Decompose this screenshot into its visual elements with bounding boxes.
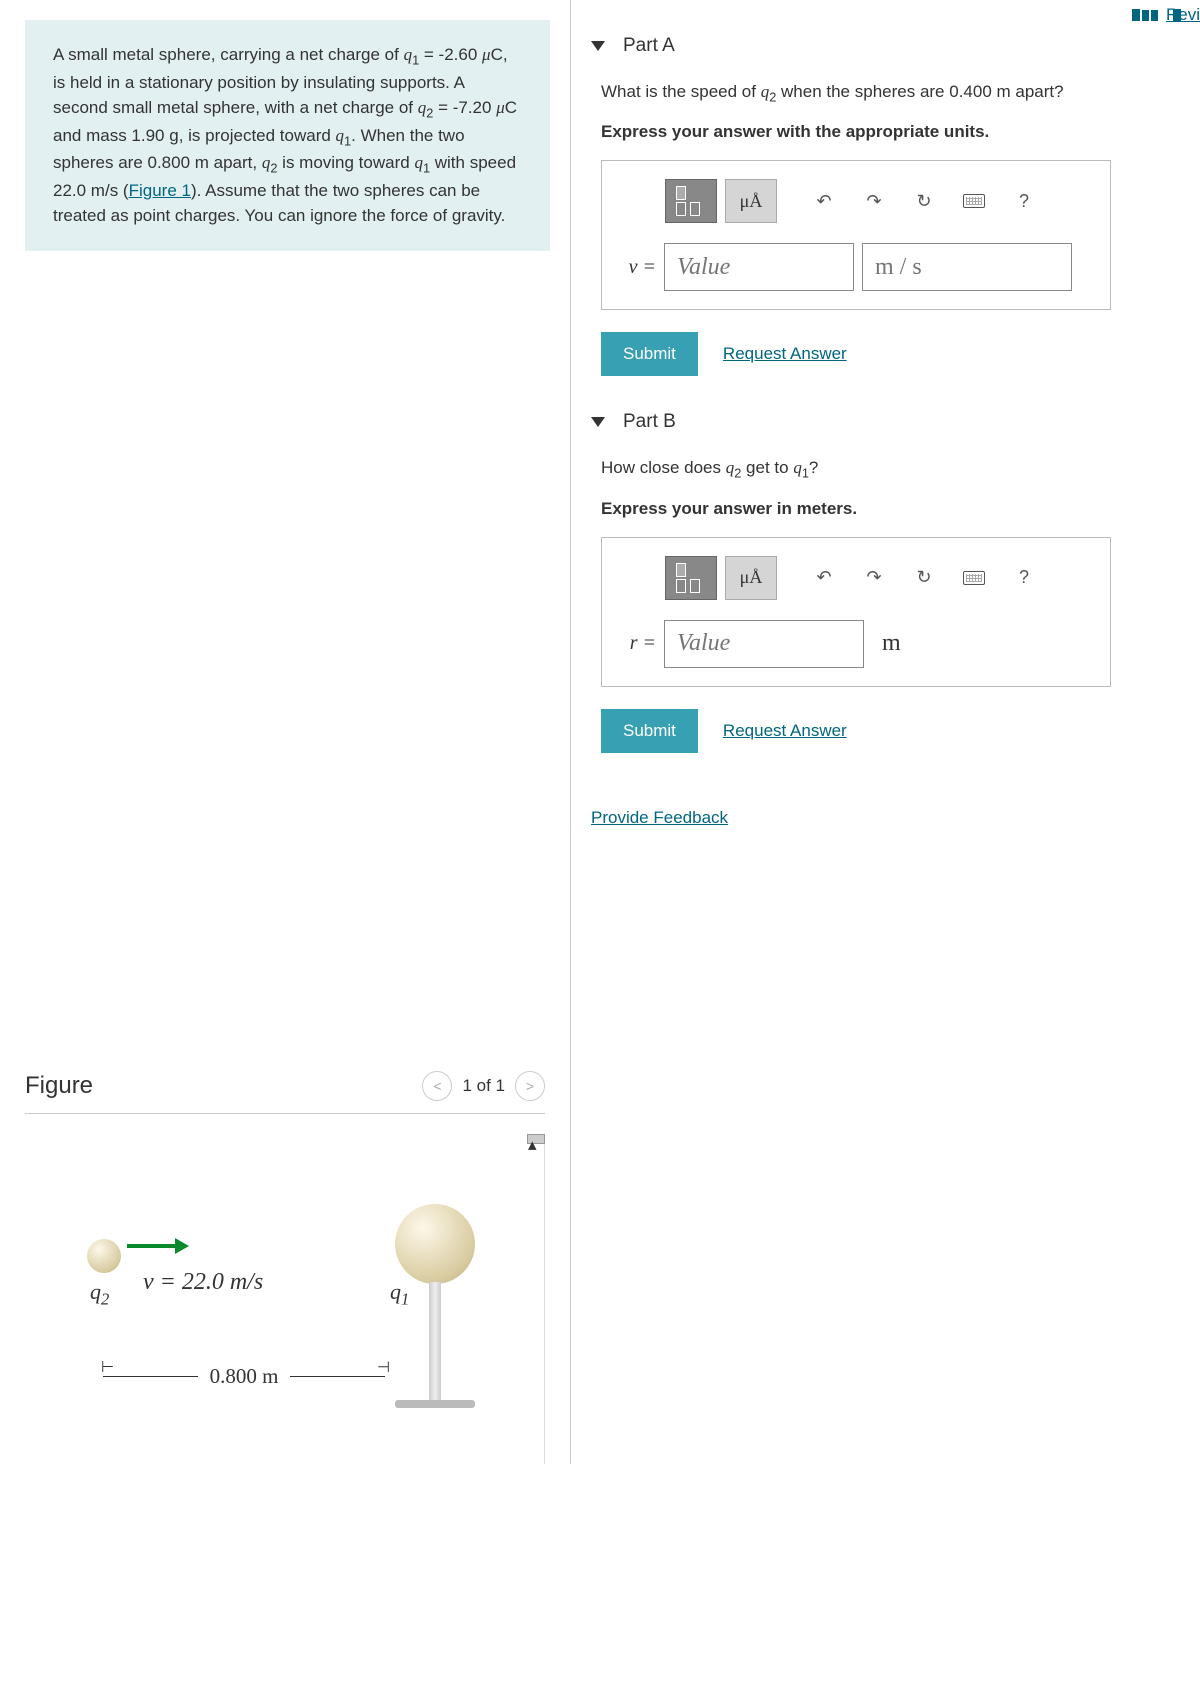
figure-prev-button[interactable]: < [422,1071,452,1101]
figure-nav-label: 1 of 1 [462,1076,505,1096]
part-a: Part A What is the speed of q2 when the … [591,35,1200,376]
template-button[interactable] [665,179,717,223]
part-a-question: What is the speed of q2 when the spheres… [601,82,1200,104]
redo-button[interactable]: ↷ [853,557,895,599]
keyboard-button[interactable] [953,180,995,222]
part-b-submit-button[interactable]: Submit [601,709,698,753]
figure-link[interactable]: Figure 1 [129,181,191,200]
velocity-arrow [127,1244,177,1248]
units-button[interactable]: μÅ [725,556,777,600]
reset-button[interactable]: ↻ [903,557,945,599]
scroll-handle[interactable]: ▴ [527,1134,545,1144]
part-b-unit-label: m [872,630,901,657]
stand-base [395,1400,475,1408]
part-b-request-answer-link[interactable]: Request Answer [723,721,847,741]
undo-button[interactable]: ↶ [803,180,845,222]
part-b: Part B How close does q2 get to q1? Expr… [591,411,1200,752]
sphere-q1 [395,1204,475,1284]
part-a-value-input[interactable] [664,243,854,291]
part-b-question: How close does q2 get to q1? [601,458,1200,480]
help-button[interactable]: ? [1003,557,1045,599]
redo-button[interactable]: ↷ [853,180,895,222]
figure-next-button[interactable]: > [515,1071,545,1101]
review-link[interactable]: Revi [1132,5,1200,25]
part-a-submit-button[interactable]: Submit [601,332,698,376]
sphere-q2 [87,1239,121,1273]
part-a-unit-input[interactable] [862,243,1072,291]
distance-dimension: 0.800 m [103,1364,385,1389]
figure-canvas: ▴ q2 v = 22.0 m/s q1 ⊢ 0.800 m ⊣ [25,1134,545,1464]
part-a-collapse-icon[interactable] [591,41,605,51]
part-b-instruction: Express your answer in meters. [601,499,1200,519]
keyboard-button[interactable] [953,557,995,599]
dim-arrow-right: ⊣ [377,1358,390,1376]
help-button[interactable]: ? [1003,180,1045,222]
template-button[interactable] [665,556,717,600]
stand [429,1282,441,1402]
provide-feedback-link[interactable]: Provide Feedback [591,808,728,827]
reset-button[interactable]: ↻ [903,180,945,222]
part-b-collapse-icon[interactable] [591,417,605,427]
problem-statement: A small metal sphere, carrying a net cha… [25,20,550,251]
figure-section: Figure < 1 of 1 > ▴ q2 v = 22.0 m/s q1 ⊢ [0,1071,570,1464]
part-b-value-input[interactable] [664,620,864,668]
velocity-label: v = 22.0 m/s [143,1269,263,1296]
units-button[interactable]: μÅ [725,179,777,223]
part-b-title: Part B [623,411,676,433]
q2-label: q2 [90,1279,109,1309]
part-a-var-label: v = [620,256,656,279]
q1-label: q1 [390,1279,409,1309]
part-b-var-label: r = [620,632,656,655]
part-a-request-answer-link[interactable]: Request Answer [723,344,847,364]
part-a-instruction: Express your answer with the appropriate… [601,122,1200,142]
undo-button[interactable]: ↶ [803,557,845,599]
figure-title: Figure [25,1072,93,1100]
part-b-answer-box: μÅ ↶ ↷ ↻ ? r = m [601,537,1111,687]
part-a-title: Part A [623,35,675,57]
part-a-answer-box: μÅ ↶ ↷ ↻ ? v = [601,160,1111,310]
